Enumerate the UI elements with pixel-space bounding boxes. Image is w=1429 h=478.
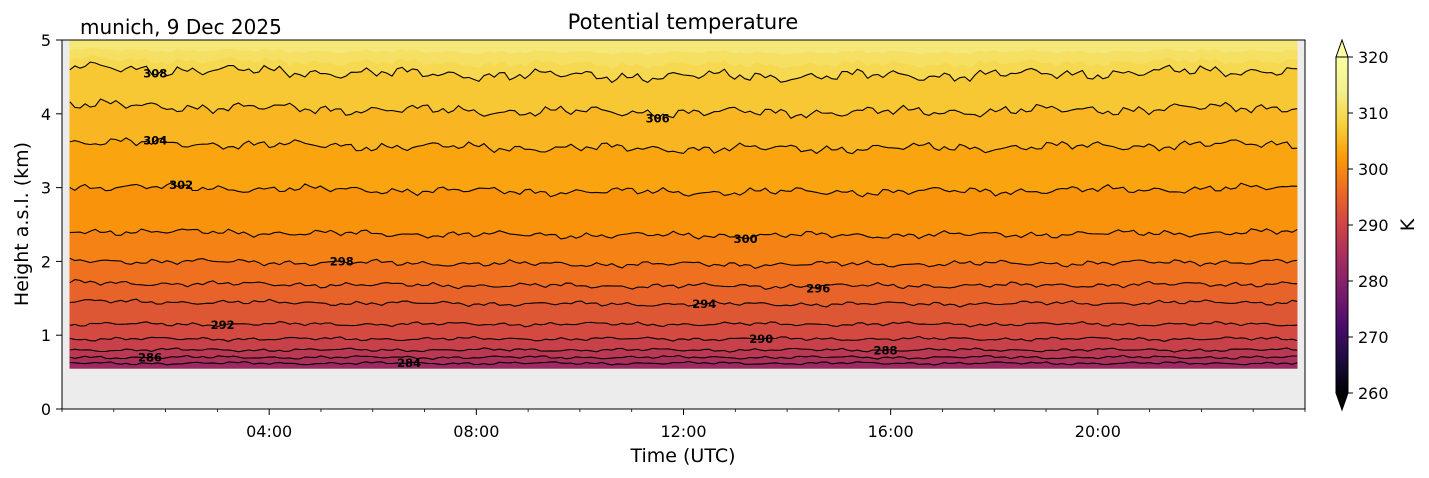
contour-line-292 [69, 320, 1298, 328]
y-axis-ticks: 0 1 2 3 4 5 [41, 31, 62, 419]
y-tick-label: 2 [41, 252, 51, 271]
contour-label-284: 284 [397, 356, 421, 370]
x-axis-label: Time (UTC) [629, 445, 735, 467]
x-tick-label: 16:00 [868, 422, 914, 441]
contour-line-284 [69, 360, 1298, 366]
contour-label-302: 302 [169, 178, 193, 192]
contour-label-286: 286 [138, 350, 162, 364]
contour-label-290: 290 [749, 332, 773, 346]
contour-line-304 [69, 137, 1298, 155]
x-tick-label: 04:00 [246, 422, 292, 441]
contour-line-296 [69, 279, 1298, 290]
x-axis-ticks: 04:00 08:00 12:00 16:00 20:00 [61, 409, 1306, 441]
contour-label-298: 298 [330, 255, 354, 269]
contour-line-306 [69, 98, 1298, 120]
contour-line-286 [69, 354, 1298, 360]
contour-line-308 [69, 61, 1298, 84]
contour-label-288: 288 [873, 344, 897, 358]
contour-label-300: 300 [734, 232, 758, 246]
contour-line-294 [69, 298, 1298, 308]
colorbar: 260 270 280 290 300 310 320 K [1335, 38, 1419, 412]
contour-label-296: 296 [806, 281, 830, 295]
contour-line-302 [69, 181, 1298, 198]
colorbar-extend-max [1335, 38, 1349, 58]
contour-labels: 284 286 288 290 292 294 296 298 300 302 304 306 308 [138, 67, 898, 371]
contour-label-306: 306 [646, 111, 670, 125]
y-axis-label: Height a.s.l. (km) [11, 142, 33, 306]
colorbar-extend-min [1335, 392, 1349, 412]
colorbar-tick-label: 260 [1358, 384, 1389, 403]
x-tick-label: 08:00 [453, 422, 499, 441]
contour-label-294: 294 [692, 297, 716, 311]
x-tick-label: 12:00 [660, 422, 706, 441]
contour-line-290 [69, 335, 1298, 342]
contour-lines [69, 61, 1298, 366]
colorbar-label: K [1397, 218, 1419, 231]
contour-line-298 [69, 257, 1298, 270]
colorbar-tick-label: 290 [1358, 216, 1389, 235]
contour-line-288 [69, 347, 1298, 353]
colorbar-tick-label: 270 [1358, 328, 1389, 347]
chart-title: Potential temperature [568, 10, 799, 34]
y-tick-label: 5 [41, 31, 51, 50]
y-tick-label: 4 [41, 105, 51, 124]
colorbar-gradient [1336, 57, 1348, 393]
x-tick-label: 20:00 [1075, 422, 1121, 441]
colorbar-ticks: 260 270 280 290 300 310 320 [1348, 48, 1389, 403]
location-date-label: munich, 9 Dec 2025 [80, 15, 282, 39]
contour-label-304: 304 [143, 134, 167, 148]
colorbar-tick-label: 320 [1358, 48, 1389, 67]
band-above-2 [69, 40, 1298, 55]
colorbar-tick-label: 280 [1358, 272, 1389, 291]
y-tick-label: 1 [41, 326, 51, 345]
contour-line-300 [69, 228, 1298, 240]
colorbar-tick-label: 300 [1358, 160, 1389, 179]
contour-label-292: 292 [211, 318, 235, 332]
contour-label-308: 308 [143, 67, 167, 81]
temperature-bands [69, 40, 1298, 369]
colorbar-tick-label: 310 [1358, 104, 1389, 123]
y-tick-label: 3 [41, 179, 51, 198]
field-layer: 284 286 288 290 292 294 296 298 300 302 304 306 308 [69, 40, 1298, 371]
y-tick-label: 0 [41, 400, 51, 419]
